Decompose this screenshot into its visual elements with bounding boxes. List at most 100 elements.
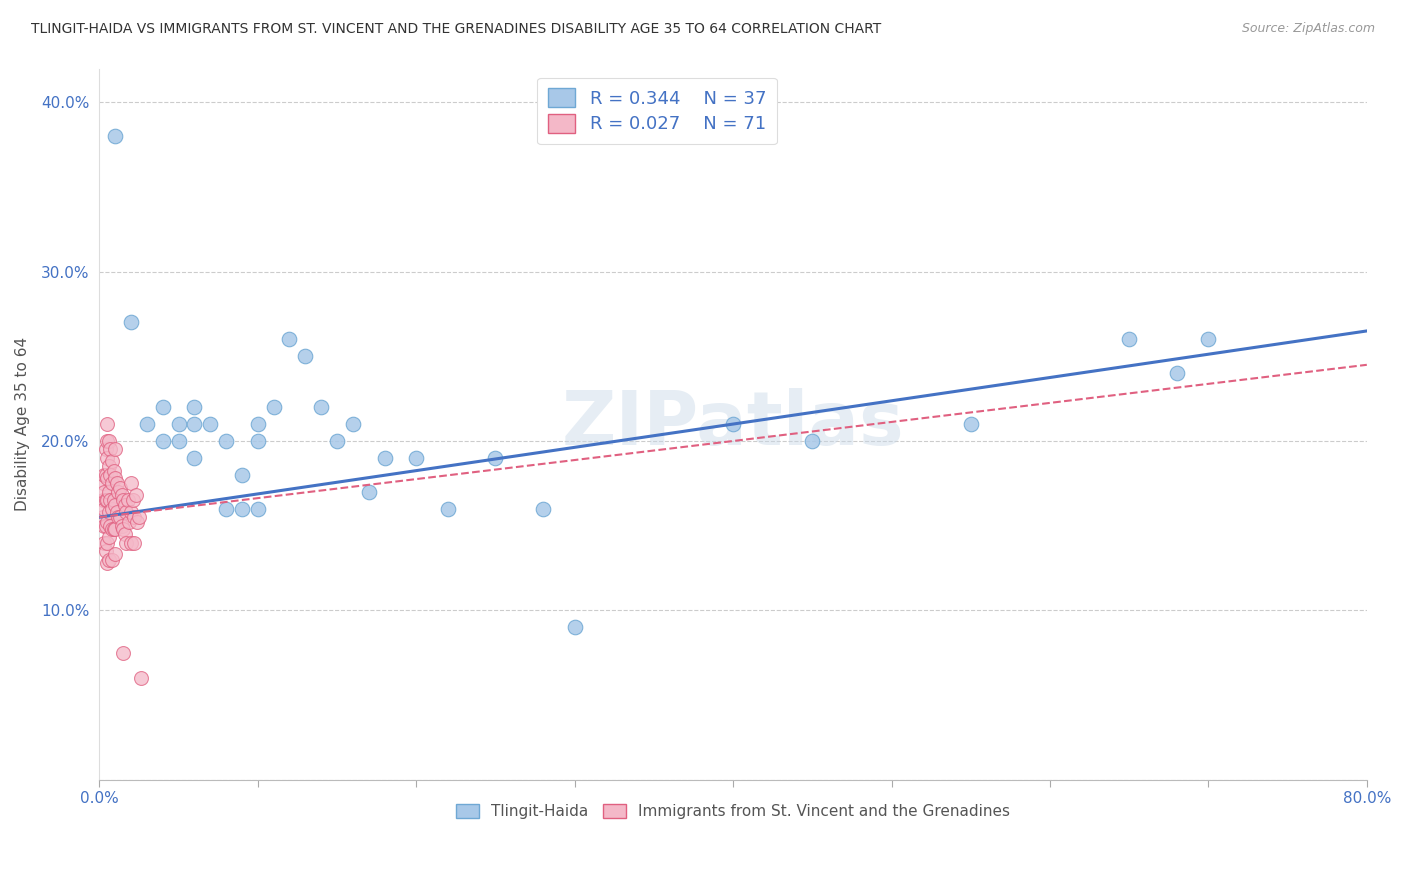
Point	[94, 493, 117, 508]
Point	[129, 671, 152, 685]
Point	[128, 510, 150, 524]
Point	[100, 467, 122, 482]
Point	[231, 467, 253, 482]
Point	[97, 484, 120, 499]
Point	[215, 501, 238, 516]
Point	[104, 471, 127, 485]
Point	[91, 476, 114, 491]
Point	[114, 499, 136, 513]
Point	[93, 484, 115, 499]
Point	[93, 467, 115, 482]
Point	[96, 556, 118, 570]
Point	[120, 505, 142, 519]
Point	[112, 522, 135, 536]
Point	[103, 493, 125, 508]
Point	[531, 501, 554, 516]
Text: TLINGIT-HAIDA VS IMMIGRANTS FROM ST. VINCENT AND THE GRENADINES DISABILITY AGE 3: TLINGIT-HAIDA VS IMMIGRANTS FROM ST. VIN…	[31, 22, 882, 37]
Point	[96, 450, 118, 465]
Point	[342, 417, 364, 431]
Point	[103, 465, 125, 479]
Point	[97, 552, 120, 566]
Point	[1118, 333, 1140, 347]
Point	[309, 400, 332, 414]
Point	[1197, 333, 1219, 347]
Point	[183, 417, 205, 431]
Point	[104, 499, 127, 513]
Point	[326, 434, 349, 448]
Point	[97, 505, 120, 519]
Point	[564, 620, 586, 634]
Point	[101, 501, 124, 516]
Point	[101, 454, 124, 468]
Point	[801, 434, 824, 448]
Point	[405, 450, 427, 465]
Point	[93, 518, 115, 533]
Point	[135, 417, 157, 431]
Point	[101, 476, 124, 491]
Point	[104, 548, 127, 562]
Point	[183, 450, 205, 465]
Point	[484, 450, 506, 465]
Point	[115, 535, 138, 549]
Point	[103, 522, 125, 536]
Point	[246, 434, 269, 448]
Point	[357, 484, 380, 499]
Point	[93, 535, 115, 549]
Point	[94, 544, 117, 558]
Legend: Tlingit-Haida, Immigrants from St. Vincent and the Grenadines: Tlingit-Haida, Immigrants from St. Vince…	[450, 798, 1017, 825]
Point	[122, 535, 145, 549]
Text: ZIPatlas: ZIPatlas	[562, 387, 904, 460]
Point	[107, 484, 129, 499]
Point	[263, 400, 285, 414]
Point	[104, 442, 127, 457]
Point	[117, 493, 139, 508]
Point	[104, 129, 127, 144]
Point	[94, 442, 117, 457]
Point	[437, 501, 460, 516]
Point	[94, 467, 117, 482]
Point	[959, 417, 981, 431]
Point	[107, 510, 129, 524]
Point	[101, 522, 124, 536]
Point	[108, 510, 131, 524]
Point	[152, 400, 174, 414]
Point	[278, 333, 301, 347]
Point	[215, 434, 238, 448]
Point	[94, 518, 117, 533]
Point	[91, 493, 114, 508]
Point	[120, 316, 142, 330]
Point	[127, 515, 149, 529]
Point	[100, 493, 122, 508]
Point	[120, 535, 142, 549]
Point	[118, 515, 141, 529]
Point	[104, 522, 127, 536]
Point	[105, 505, 128, 519]
Point	[110, 488, 132, 502]
Point	[294, 349, 316, 363]
Point	[125, 488, 148, 502]
Point	[721, 417, 744, 431]
Point	[96, 535, 118, 549]
Point	[108, 482, 131, 496]
Point	[91, 510, 114, 524]
Point	[152, 434, 174, 448]
Point	[105, 476, 128, 491]
Point	[97, 434, 120, 448]
Point	[110, 518, 132, 533]
Point	[96, 493, 118, 508]
Point	[167, 417, 190, 431]
Point	[96, 417, 118, 431]
Point	[246, 501, 269, 516]
Point	[200, 417, 222, 431]
Point	[96, 515, 118, 529]
Point	[246, 417, 269, 431]
Point	[121, 493, 143, 508]
Point	[100, 518, 122, 533]
Point	[167, 434, 190, 448]
Point	[112, 493, 135, 508]
Point	[1166, 366, 1188, 380]
Point	[96, 434, 118, 448]
Point	[97, 531, 120, 545]
Point	[100, 442, 122, 457]
Point	[93, 501, 115, 516]
